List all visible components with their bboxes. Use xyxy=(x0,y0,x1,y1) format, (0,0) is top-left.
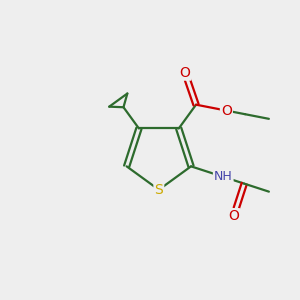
Text: S: S xyxy=(154,183,163,197)
Text: O: O xyxy=(221,103,232,118)
Text: O: O xyxy=(228,209,239,223)
Text: NH: NH xyxy=(214,170,232,183)
Text: O: O xyxy=(180,66,190,80)
